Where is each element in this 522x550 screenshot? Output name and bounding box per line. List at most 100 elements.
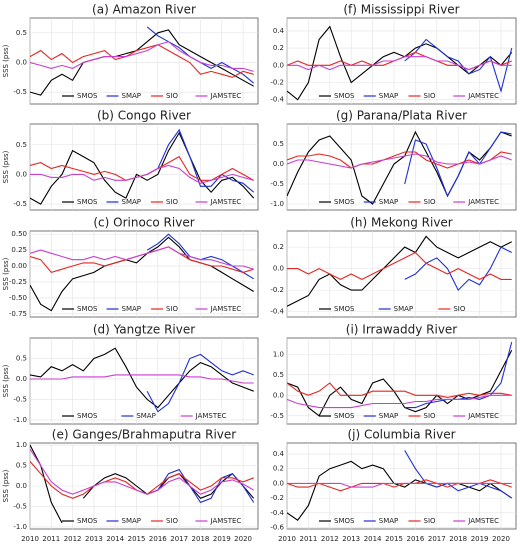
legend-label: JAMSTEC bbox=[210, 305, 242, 313]
series-line bbox=[30, 41, 254, 72]
y-tick-label: 0.0 bbox=[16, 58, 27, 66]
series-group bbox=[30, 128, 255, 205]
panel: (a) Amazon River SSS (pss) -0.5 0.0 0.5 SMOS S… bbox=[2, 3, 259, 105]
plot-area bbox=[286, 123, 517, 211]
legend-label: SMOS bbox=[334, 198, 355, 206]
panel: (e) Ganges/Brahmaputra River SSS (pss) -1.… bbox=[2, 428, 259, 543]
legend-label: SIO bbox=[166, 517, 179, 525]
y-tick-label: -0.2 bbox=[270, 79, 284, 87]
series-group bbox=[30, 347, 254, 413]
legend-label: SIO bbox=[166, 198, 179, 206]
y-tick-label: 0.25 bbox=[11, 246, 27, 254]
y-tick-label: -0.6 bbox=[270, 524, 284, 532]
x-tick-label: 2018 bbox=[192, 535, 210, 543]
x-tick-label: 2010 bbox=[278, 535, 296, 543]
panel: (i) Irrawaddy River -0.5 0.0 0.5 1.0 SMOS SMAP… bbox=[270, 323, 517, 425]
y-tick-label: 1.0 bbox=[16, 441, 27, 449]
y-tick-label: 0.00 bbox=[11, 262, 27, 270]
panel-title: (a) Amazon River bbox=[92, 3, 196, 17]
series-line bbox=[404, 246, 512, 292]
x-tick-label: 2011 bbox=[42, 535, 60, 543]
y-tick-label: -0.5 bbox=[13, 395, 27, 403]
y-tick-label: 0.50 bbox=[11, 230, 27, 238]
y-tick-label: 0.0 bbox=[273, 265, 284, 273]
legend-label: SIO bbox=[166, 305, 179, 313]
panel-title: (j) Columbia River bbox=[347, 428, 455, 442]
legend-label: SMAP bbox=[379, 517, 399, 525]
y-tick-label: 0.5 bbox=[273, 371, 284, 379]
series-group bbox=[287, 341, 513, 417]
series-line bbox=[287, 153, 512, 169]
y-tick-label: -0.25 bbox=[9, 278, 27, 286]
series-group bbox=[287, 130, 512, 205]
series-line bbox=[287, 151, 512, 169]
y-tick-label: 0.5 bbox=[16, 462, 27, 470]
x-tick-label: 2013 bbox=[85, 535, 103, 543]
series-line bbox=[287, 482, 512, 488]
legend-label: SIO bbox=[424, 517, 437, 525]
legend-label: SMOS bbox=[77, 412, 98, 420]
panel-title: (i) Irrawaddy River bbox=[346, 323, 458, 337]
y-tick-label: 0.2 bbox=[273, 465, 284, 473]
legend-label: SMOS bbox=[334, 517, 355, 525]
x-tick-label: 2017 bbox=[170, 535, 188, 543]
panel-title: (d) Yangtze River bbox=[93, 323, 195, 337]
x-tick-label: 2020 bbox=[492, 535, 510, 543]
y-axis-label: SSS (pss) bbox=[2, 469, 10, 502]
y-tick-label: 0.5 bbox=[16, 141, 27, 149]
panel: (g) Parana/Plata River -1.0 -0.5 0.0 0.5 SMOS… bbox=[270, 109, 517, 211]
legend-label: SIO bbox=[424, 198, 437, 206]
x-tick-label: 2011 bbox=[299, 535, 317, 543]
legend-label: SIO bbox=[453, 305, 466, 313]
legend-label: SMOS bbox=[334, 305, 355, 313]
series-line bbox=[404, 38, 513, 94]
y-axis-label: SSS (pss) bbox=[2, 150, 10, 183]
x-tick-label: 2017 bbox=[428, 535, 446, 543]
legend-label: SMAP bbox=[122, 198, 142, 206]
x-tick-label: 2010 bbox=[21, 535, 39, 543]
y-tick-label: -0.4 bbox=[270, 308, 284, 316]
series-line bbox=[287, 350, 513, 417]
legend-label: SMAP bbox=[122, 517, 142, 525]
legend-label: SMOS bbox=[334, 412, 355, 420]
y-tick-label: -1.0 bbox=[13, 523, 27, 531]
x-tick-label: 2016 bbox=[149, 535, 167, 543]
legend-label: JAMSTEC bbox=[467, 198, 499, 206]
legend-label: SMOS bbox=[77, 305, 98, 313]
series-line bbox=[287, 251, 512, 281]
legend-label: SIO bbox=[424, 92, 437, 100]
panel: (j) Columbia River -0.6 -0.4 -0.2 0.0 0.2 0.4 2… bbox=[270, 428, 517, 543]
y-tick-label: -0.4 bbox=[270, 509, 284, 517]
x-tick-label: 2015 bbox=[385, 535, 403, 543]
x-tick-label: 2019 bbox=[213, 535, 231, 543]
legend-label: SMAP bbox=[379, 412, 399, 420]
y-tick-label: -0.50 bbox=[9, 294, 27, 302]
series-line bbox=[146, 128, 255, 193]
panel: (c) Orinoco River SSS (pss) -0.75 -0.50 -0.2… bbox=[2, 216, 259, 318]
y-tick-label: -0.75 bbox=[9, 310, 27, 318]
y-tick-label: 0.5 bbox=[16, 29, 27, 37]
y-tick-label: 0.4 bbox=[273, 450, 285, 458]
x-tick-label: 2019 bbox=[471, 535, 489, 543]
y-tick-label: 0.4 bbox=[273, 27, 285, 35]
y-axis-label: SSS (pss) bbox=[2, 257, 10, 290]
series-line bbox=[146, 353, 254, 413]
series-line bbox=[147, 468, 255, 504]
y-tick-label: 0.0 bbox=[273, 479, 284, 487]
panel: (h) Mekong River -0.4 -0.2 0.0 0.2 SMOS SMAP SI… bbox=[270, 216, 517, 318]
x-tick-label: 2012 bbox=[321, 535, 339, 543]
legend-label: SMAP bbox=[394, 305, 414, 313]
series-group bbox=[287, 450, 513, 521]
series-line bbox=[287, 56, 512, 71]
x-tick-label: 2015 bbox=[128, 535, 146, 543]
y-tick-label: -0.5 bbox=[13, 502, 27, 510]
legend-label: SMAP bbox=[379, 92, 399, 100]
plot-area bbox=[286, 337, 517, 425]
legend-label: SMOS bbox=[334, 92, 355, 100]
series-group bbox=[287, 235, 512, 307]
series-line bbox=[287, 382, 512, 398]
y-tick-label: -0.4 bbox=[270, 96, 284, 104]
series-line bbox=[30, 131, 255, 205]
legend-label: JAMSTEC bbox=[210, 517, 242, 525]
series-line bbox=[30, 236, 254, 312]
